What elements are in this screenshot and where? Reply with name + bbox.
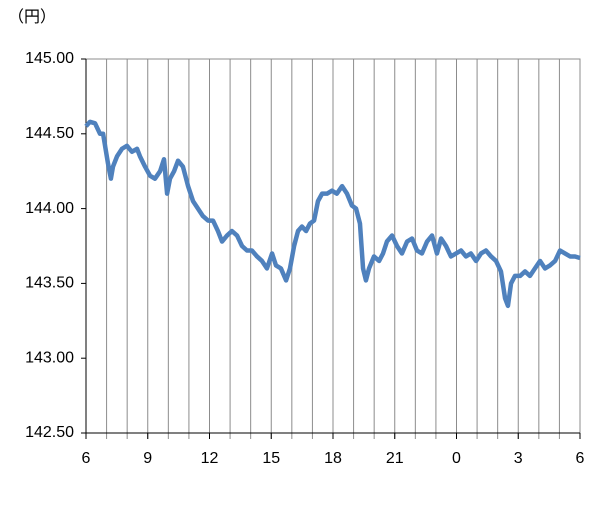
x-tick-label: 6 (82, 450, 91, 467)
y-tick-label: 144.50 (25, 125, 74, 142)
x-tick-label: 0 (452, 450, 461, 467)
line-series (84, 119, 581, 309)
x-tick-label: 12 (201, 450, 219, 467)
y-tick-label: 144.00 (25, 200, 74, 217)
x-tick-label: 21 (386, 450, 404, 467)
x-tick-label: 18 (324, 450, 342, 467)
y-tick-label: 142.50 (25, 424, 74, 441)
x-tick-label: 9 (143, 450, 152, 467)
x-tick-label: 15 (262, 450, 280, 467)
x-tick-label: 6 (576, 450, 585, 467)
x-tick-label: 3 (514, 450, 523, 467)
y-unit-label: （円） (8, 8, 56, 26)
y-tick-label: 143.00 (25, 349, 74, 366)
y-tick-label: 143.50 (25, 275, 74, 292)
y-tick-label: 145.00 (25, 50, 74, 67)
